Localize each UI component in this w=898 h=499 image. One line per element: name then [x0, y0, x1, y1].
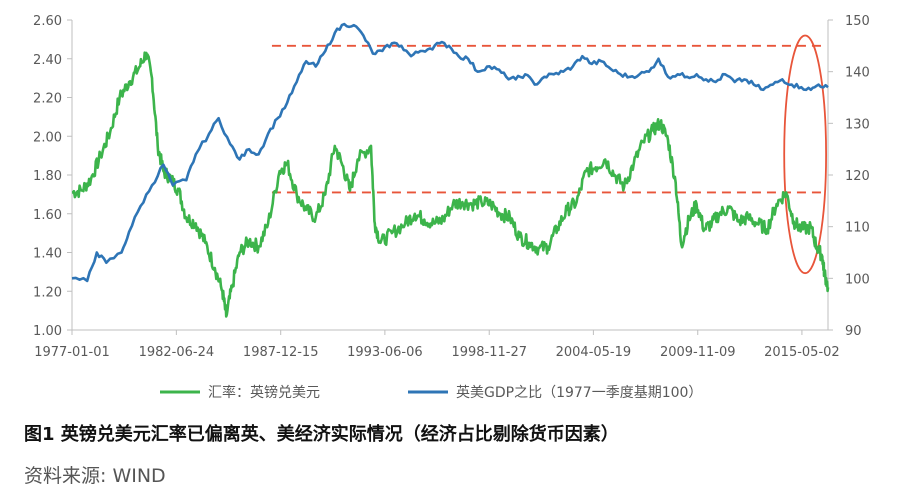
left-tick-label: 1.60	[33, 208, 62, 223]
highlight-ellipse	[783, 34, 827, 275]
right-tick-label: 90	[845, 324, 862, 339]
right-tick-label: 100	[845, 272, 870, 287]
x-tick-label: 1977-01-01	[34, 345, 110, 360]
reference-lines	[271, 34, 827, 275]
x-tick-label: 1987-12-15	[243, 345, 319, 360]
left-tick-label: 2.00	[33, 130, 62, 145]
left-tick-label: 1.40	[33, 247, 62, 262]
left-tick-label: 1.00	[33, 324, 62, 339]
exchange-rate-series-line	[71, 51, 830, 318]
right-tick-label: 140	[845, 66, 870, 81]
axes: 1.00 1.20 1.40 1.60 1.80 2.00 2.20 2.40 2.60 90 10…	[33, 14, 870, 360]
legend-label: 英美GDP之比（1977一季度基期100）	[456, 384, 702, 401]
x-tick-label: 1993-06-06	[347, 345, 423, 360]
legend: 汇率：英镑兑美元 英美GDP之比（1977一季度基期100）	[160, 384, 702, 401]
left-tick-label: 1.20	[33, 285, 62, 300]
source-note: 资料来源: WIND	[24, 465, 166, 487]
left-tick-label: 2.40	[33, 53, 62, 68]
series-lines	[71, 22, 830, 318]
left-tick-label: 2.60	[33, 14, 62, 29]
chart: 1.00 1.20 1.40 1.60 1.80 2.00 2.20 2.40 2.60 90 10…	[33, 14, 870, 401]
x-tick-label: 1998-11-27	[451, 345, 527, 360]
left-tick-label: 2.20	[33, 92, 62, 107]
x-tick-label: 1982-06-24	[139, 345, 215, 360]
right-tick-label: 130	[845, 117, 870, 132]
right-tick-label: 120	[845, 169, 870, 184]
x-tick-label: 2009-11-09	[660, 345, 736, 360]
figure-caption: 图1 英镑兑美元汇率已偏离英、美经济实际情况（经济占比剔除货币因素）	[24, 424, 619, 445]
right-tick-label: 150	[845, 14, 870, 29]
left-tick-label: 1.80	[33, 169, 62, 184]
legend-label: 汇率：英镑兑美元	[208, 384, 320, 401]
x-tick-label: 2004-05-19	[556, 345, 632, 360]
x-tick-label: 2015-05-02	[764, 345, 840, 360]
right-tick-label: 110	[845, 221, 870, 236]
gdp-ratio-series-line	[71, 22, 829, 283]
